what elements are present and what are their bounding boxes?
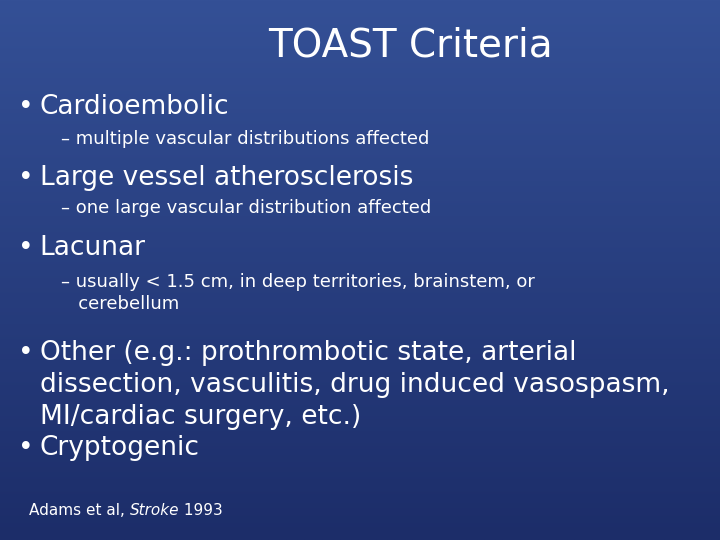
Text: TOAST Criteria: TOAST Criteria: [268, 27, 553, 65]
Text: – one large vascular distribution affected: – one large vascular distribution affect…: [61, 199, 431, 217]
Text: 1993: 1993: [179, 503, 222, 518]
Text: Other (e.g.: prothrombotic state, arterial
dissection, vasculitis, drug induced : Other (e.g.: prothrombotic state, arteri…: [40, 340, 669, 430]
Text: •: •: [18, 94, 34, 120]
Text: – multiple vascular distributions affected: – multiple vascular distributions affect…: [61, 130, 430, 147]
Text: Stroke: Stroke: [130, 503, 179, 518]
Text: Large vessel atherosclerosis: Large vessel atherosclerosis: [40, 165, 413, 191]
Text: Cardioembolic: Cardioembolic: [40, 94, 229, 120]
Text: •: •: [18, 435, 34, 461]
Text: Lacunar: Lacunar: [40, 235, 145, 261]
Text: Adams et al,: Adams et al,: [29, 503, 130, 518]
Text: Cryptogenic: Cryptogenic: [40, 435, 199, 461]
Text: •: •: [18, 165, 34, 191]
Text: •: •: [18, 235, 34, 261]
Text: •: •: [18, 340, 34, 366]
Text: – usually < 1.5 cm, in deep territories, brainstem, or
   cerebellum: – usually < 1.5 cm, in deep territories,…: [61, 273, 535, 313]
